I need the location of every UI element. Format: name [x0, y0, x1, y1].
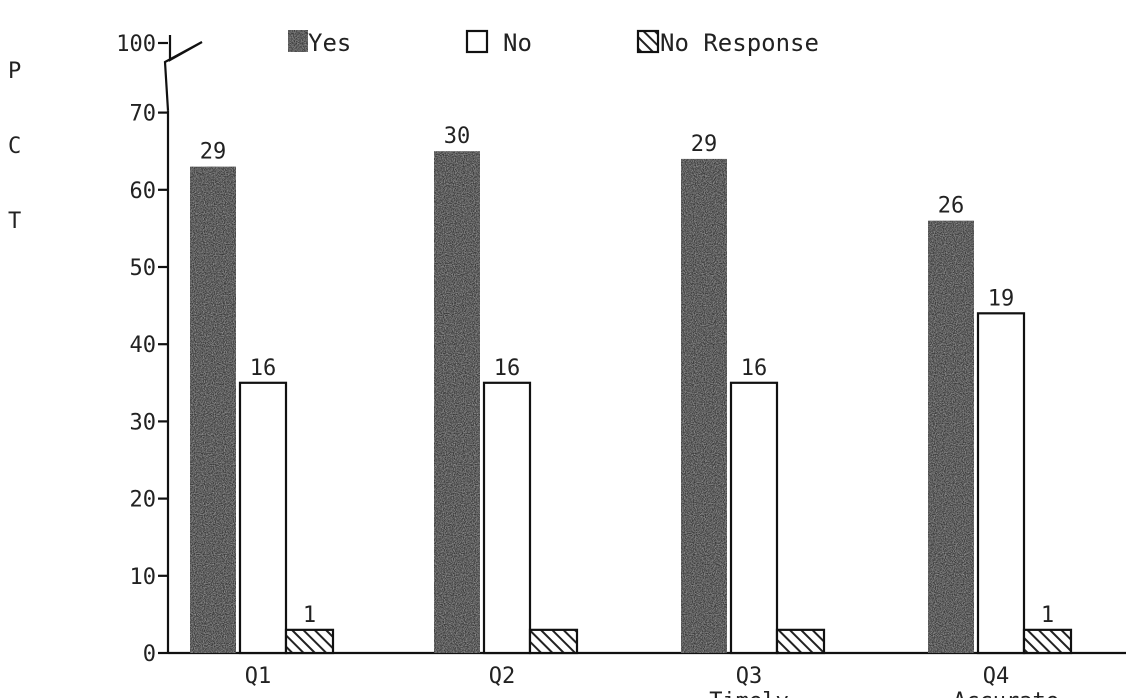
data-label: 1: [1041, 603, 1054, 628]
legend-swatch-no-response: [636, 29, 660, 54]
y-tick-label: 30: [130, 410, 157, 435]
data-label: 1: [303, 603, 316, 628]
bar-yes-q2: [434, 151, 480, 653]
x-tick-label: Q3: [736, 664, 763, 689]
x-sublabel: Accurate: [953, 689, 1059, 698]
bar-no-response-q3: [775, 628, 826, 655]
x-tick-label: Q1: [245, 664, 272, 689]
y-tick-label: 10: [130, 565, 157, 590]
y-tick-label: 60: [130, 179, 157, 204]
bar-no-response-q1: [284, 628, 335, 655]
y-label-letter-t: T: [8, 209, 21, 234]
data-label: 30: [444, 124, 471, 149]
y-tick-label: 40: [130, 333, 157, 358]
y-tick-label: 100: [116, 32, 156, 57]
x-sublabel: Timely: [709, 689, 788, 698]
x-tick-label: Q2: [489, 664, 516, 689]
bar-no-q3: [729, 381, 779, 655]
legend-swatch-yes: [288, 30, 308, 52]
y-label-letter-c: C: [8, 134, 21, 159]
y-label-letter-p: P: [8, 59, 21, 84]
legend-swatch-no: [465, 29, 489, 54]
data-label: 19: [988, 286, 1015, 311]
y-tick-label: 70: [130, 102, 157, 127]
bar-yes-q1: [190, 166, 236, 653]
data-label: 16: [741, 356, 768, 381]
bar-no-q1: [238, 381, 288, 655]
data-label: 26: [938, 194, 965, 219]
y-ticks: 0 10 20 30 40 50 60 70 100: [116, 32, 168, 667]
bar-labels: 29 30 29 26 16 16 16 19 1 1: [200, 124, 1054, 628]
x-tick-label: Q4: [983, 664, 1010, 689]
legend-label-no-response: No Response: [660, 29, 819, 57]
bar-no-response-q4: [1022, 628, 1073, 655]
bar-yes-q3: [681, 158, 727, 654]
legend-label-no: No: [503, 29, 532, 57]
y-axis-label: P C T: [8, 59, 21, 234]
legend-label-yes: Yes: [308, 29, 351, 57]
y-tick-label: 50: [130, 256, 157, 281]
bars: [190, 151, 1073, 655]
data-label: 16: [494, 356, 521, 381]
data-label: 29: [200, 140, 227, 165]
data-label: 16: [250, 356, 277, 381]
bar-yes-q4: [928, 220, 974, 653]
y-tick-label: 0: [143, 642, 156, 667]
bar-no-response-q2: [528, 628, 579, 655]
bar-no-q2: [482, 381, 532, 655]
bar-no-q4: [976, 312, 1026, 655]
y-tick-label: 20: [130, 488, 157, 513]
axis-break-zigzag: [163, 35, 203, 111]
legend: Yes No No Response: [288, 29, 819, 57]
x-tick-labels: Q1 Q2 Q3Timely Q4Accurate: [245, 664, 1059, 698]
data-label: 29: [691, 132, 718, 157]
